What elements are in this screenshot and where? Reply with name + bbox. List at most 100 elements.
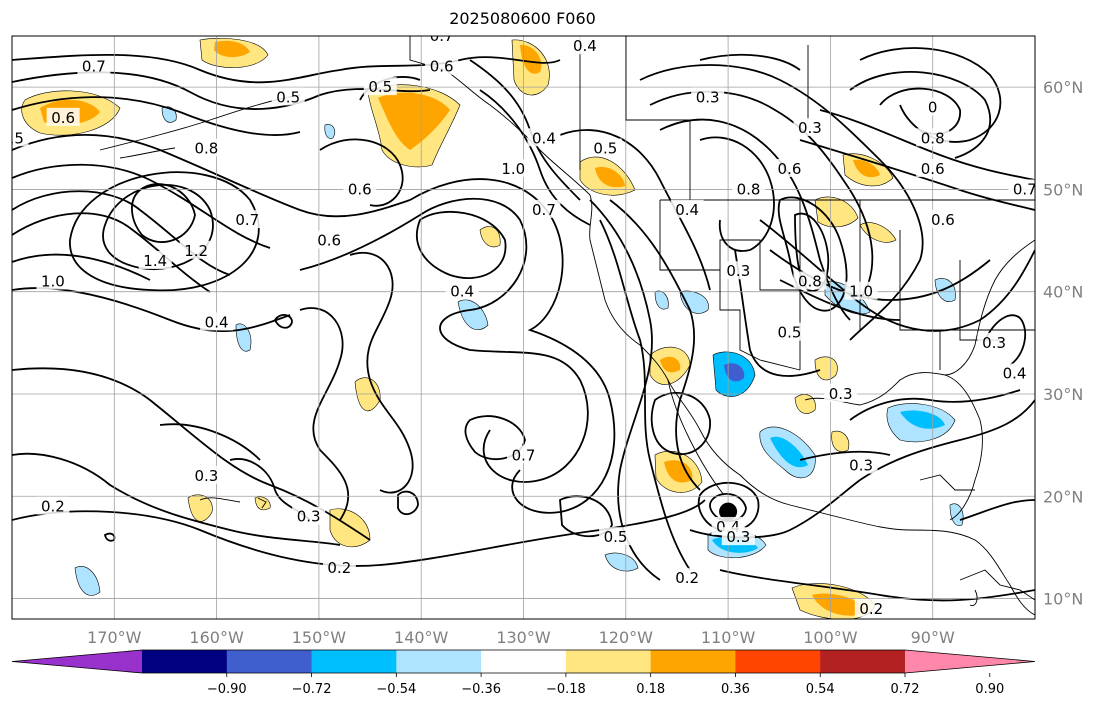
- contour-label: 0.2: [327, 559, 351, 577]
- contour-label: 0.7: [512, 446, 536, 464]
- contour-label: 0.3: [829, 385, 853, 403]
- contour-label: 0: [928, 99, 938, 117]
- colorbar-segment: [735, 650, 821, 673]
- contour-label-bg: [670, 199, 704, 218]
- contour-label-bg: [77, 56, 111, 75]
- colorbar-segment: [142, 650, 228, 673]
- contour-label: 0.4: [675, 201, 699, 219]
- contour-label: 0.8: [798, 272, 822, 290]
- contour-label: 0.7: [82, 58, 106, 76]
- longitude-label: 150°W: [292, 628, 347, 647]
- contour-label-bg: [527, 128, 561, 147]
- contour-label: 0.4: [450, 283, 474, 301]
- map-area: 0.7 0.6 0.5 0.8 0.5 0.5 0.7 0.6 0.4 0.5 0.4 0.3 0.3 0…: [12, 27, 1035, 619]
- contour-label: 0.4: [205, 313, 229, 331]
- contour-label-bg: [271, 87, 305, 106]
- longitude-label: 100°W: [803, 628, 858, 647]
- contour-label-bg: [496, 158, 530, 177]
- contour-label: 0.7: [430, 27, 454, 45]
- colorbar-tick-label: 0.90: [975, 682, 1004, 697]
- contour-label: 0.2: [41, 497, 65, 515]
- contour-label: 1.2: [184, 242, 208, 260]
- longitude-label: 160°W: [189, 628, 244, 647]
- contour-label-bg: [568, 36, 602, 55]
- shaded-anomaly-negative: [74, 106, 964, 596]
- contour-label-bg: [322, 557, 356, 576]
- colorbar-segment: [565, 650, 652, 673]
- contour-label: 0.4: [532, 129, 556, 147]
- contour-label-bg: [824, 383, 858, 402]
- contour-label: 0.3: [726, 262, 750, 280]
- contour-label: 0.5: [778, 324, 802, 342]
- contour-label: 0.5: [276, 88, 300, 106]
- map-title: 2025080600 F060: [449, 9, 596, 28]
- contour-label-bg: [46, 107, 80, 126]
- contour-label: 0.3: [726, 528, 750, 546]
- latitude-label: 30°N: [1043, 385, 1083, 404]
- contour-label: 1.0: [849, 283, 873, 301]
- colorbar-segment: [396, 650, 482, 673]
- contour-label: 0.8: [194, 140, 218, 158]
- contour-label: 0.4: [573, 37, 597, 55]
- colorbar: −0.90 −0.72 −0.54 −0.36 −0.18 0.18 0.36 0.54 0.7…: [11, 649, 1036, 697]
- contour-label: 0.6: [430, 58, 454, 76]
- colorbar-tick-label: −0.72: [292, 682, 332, 697]
- contour-label-bg: [445, 281, 479, 300]
- contour-label: 0.3: [696, 88, 720, 106]
- contour-label-bg: [230, 210, 264, 229]
- contour-label-bg: [691, 87, 725, 106]
- contour-label-bg: [425, 36, 459, 44]
- latitude-label: 40°N: [1043, 283, 1083, 302]
- contour-label-bg: [292, 506, 326, 525]
- contour-label: 0.5: [593, 140, 617, 158]
- map-frame: [11, 35, 1036, 620]
- contour-label-bg: [189, 138, 223, 157]
- latitude-label: 60°N: [1043, 78, 1083, 97]
- contour-label: 0.2: [859, 600, 883, 618]
- contour-label-bg: [916, 158, 950, 177]
- contour-label-bg: [527, 199, 561, 218]
- longitude-label: 120°W: [599, 628, 654, 647]
- contour-label-bg: [312, 230, 346, 249]
- contour-label-bg: [854, 598, 888, 617]
- contour-label: 0.5: [368, 78, 392, 96]
- colorbar-tick-label: −0.54: [376, 682, 416, 697]
- contour-label: 0.7: [532, 201, 556, 219]
- contour-label-bg: [363, 77, 397, 96]
- contour-label-bg: [343, 179, 377, 198]
- contour-label: 0.3: [297, 508, 321, 526]
- contour-label: 0.6: [931, 211, 955, 229]
- contour-label: 0.3: [982, 334, 1006, 352]
- colorbar-segment: [650, 650, 736, 673]
- contour-label-bg: [793, 271, 827, 290]
- contour-label-bg: [189, 465, 223, 484]
- contour-label-bg: [844, 281, 878, 300]
- colorbar-segment: [311, 650, 397, 673]
- contour-label: 0.4: [1003, 365, 1027, 383]
- contour-label-bg: [138, 251, 172, 270]
- contour-label: 0.7: [235, 211, 259, 229]
- colorbar-tick-label: 0.18: [636, 682, 665, 697]
- contour-label-bg: [772, 158, 806, 177]
- colorbar-segment: [820, 650, 906, 673]
- contour-label: 0.8: [737, 180, 761, 198]
- contour-label: 1.4: [143, 252, 167, 270]
- contour-label: 0.6: [51, 109, 75, 127]
- contour-label: 1.0: [501, 160, 525, 178]
- latitude-labels: 10°N 20°N 30°N 40°N 50°N 60°N: [1043, 78, 1083, 608]
- contour-label-bg: [507, 445, 540, 464]
- contour-label-bg: [844, 455, 878, 474]
- latitude-label: 10°N: [1043, 590, 1083, 609]
- longitude-label: 90°W: [911, 628, 955, 647]
- contour-labels: 0.7 0.6 0.5 0.8 0.5 0.5 0.7 0.6 0.4 0.5 0.4 0.3 0.3 0…: [12, 27, 1035, 618]
- contour-label: 0.5: [604, 528, 628, 546]
- longitude-label: 140°W: [394, 628, 449, 647]
- contour-label: 0.6: [921, 160, 945, 178]
- contour-label: 0.3: [798, 119, 822, 137]
- contour-label: 0.6: [778, 160, 802, 178]
- contour-label-bg: [926, 210, 960, 229]
- contour-label-bg: [425, 56, 459, 75]
- colorbar-segment: [226, 650, 313, 673]
- contour-label-bg: [772, 322, 806, 341]
